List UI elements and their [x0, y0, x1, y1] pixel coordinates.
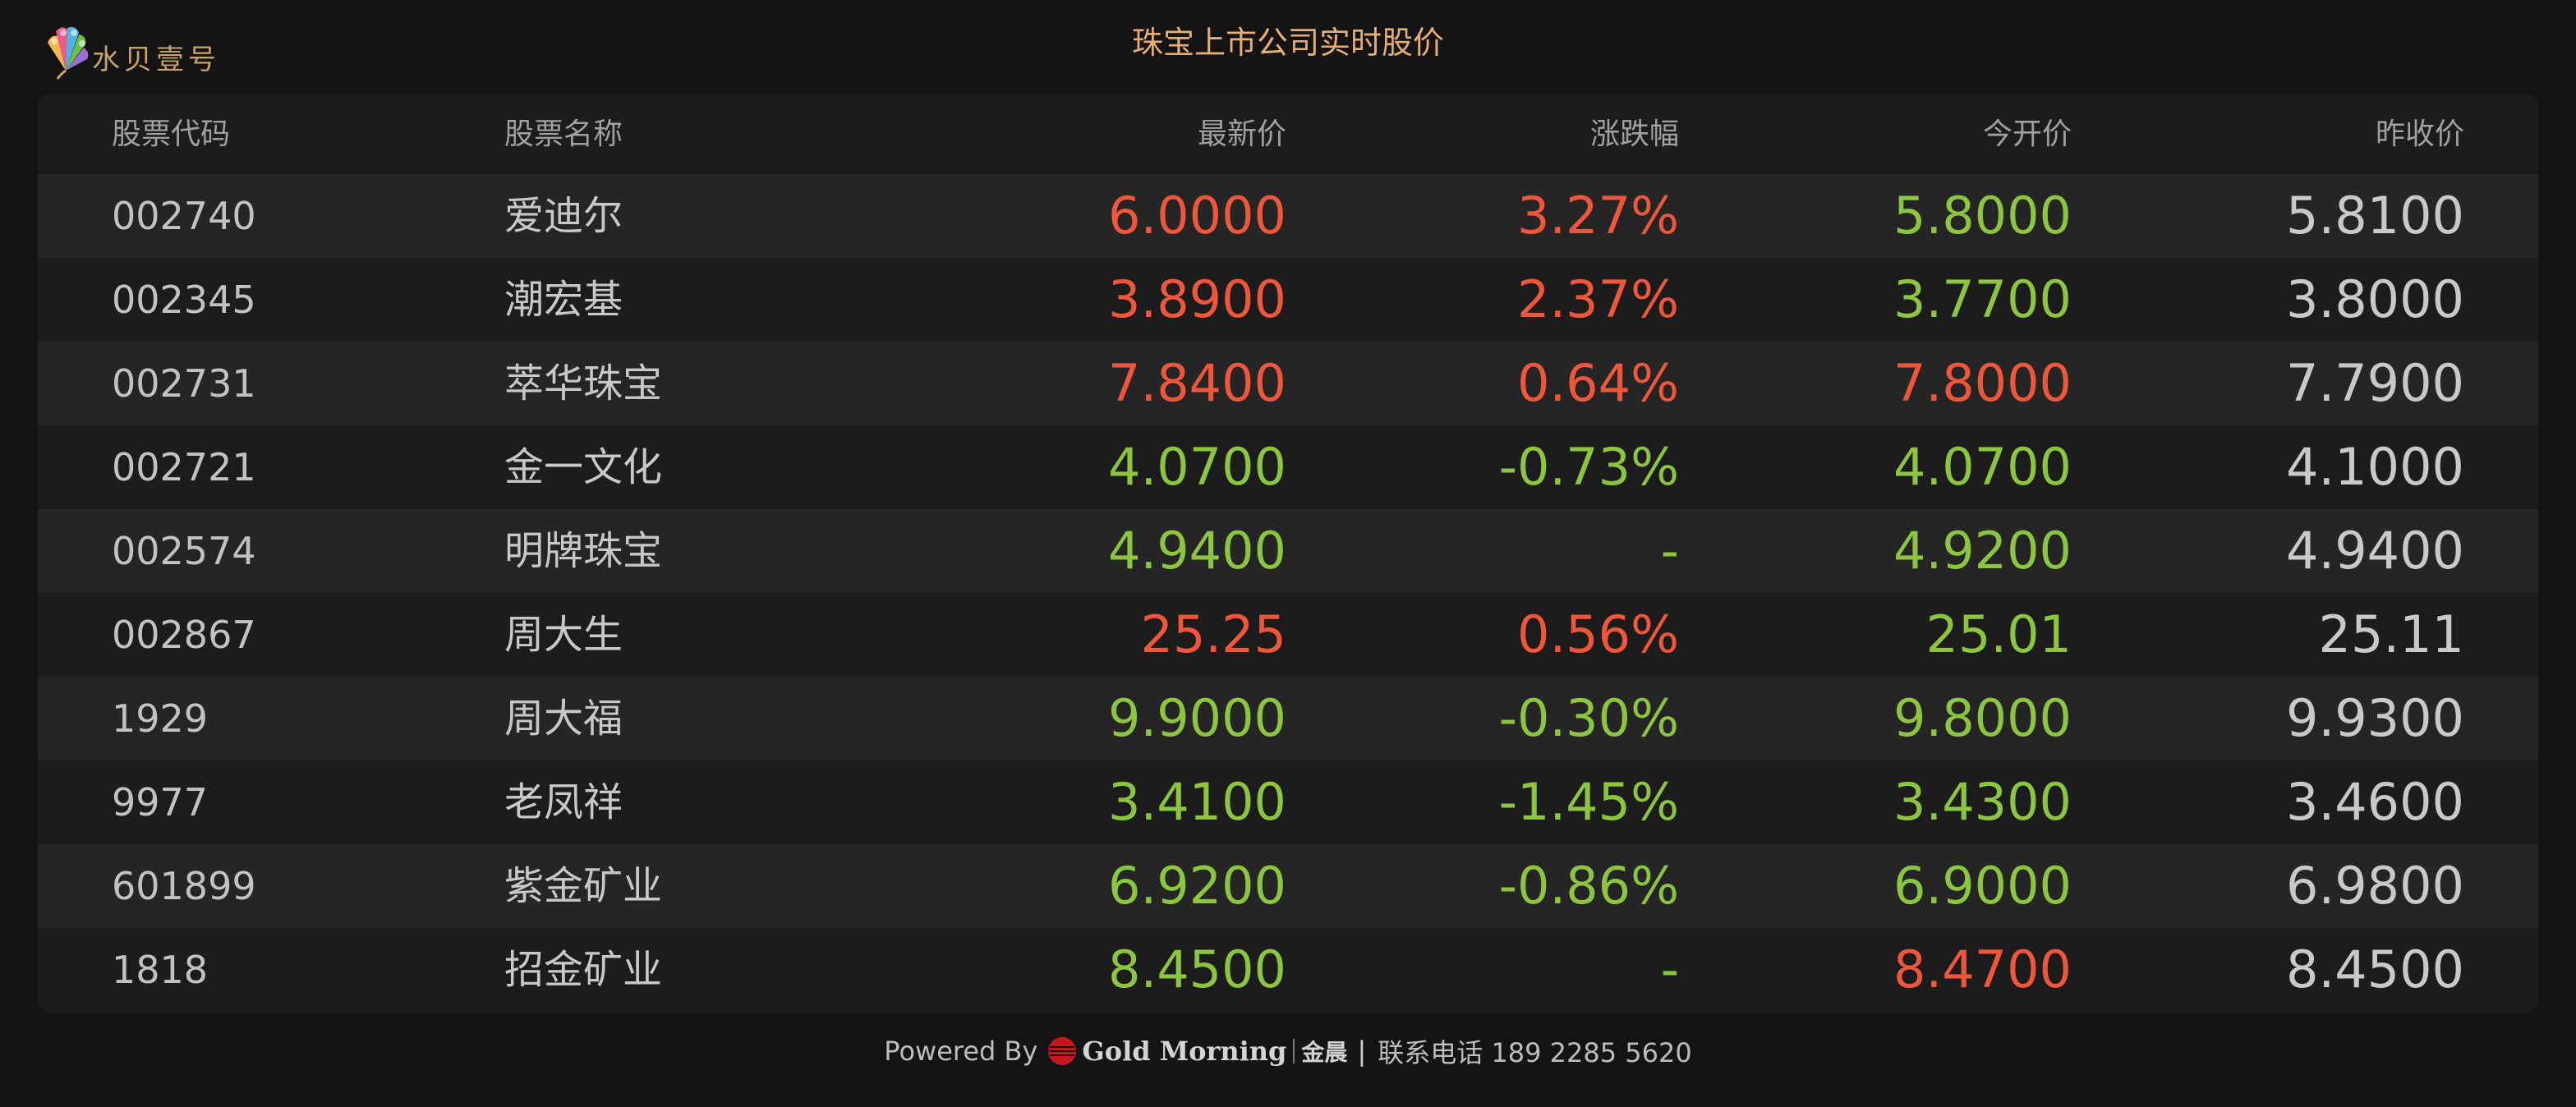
contact-phone: 联系电话 189 2285 5620 [1378, 1037, 1692, 1068]
latest-price: 4.0700 [1108, 437, 1286, 497]
prev-close-price: 3.8000 [2286, 269, 2464, 329]
prev-close-price: 4.9400 [2286, 521, 2464, 581]
latest-price: 9.9000 [1108, 688, 1286, 748]
stock-name: 爱迪尔 [504, 193, 623, 239]
stock-code: 601899 [112, 864, 256, 908]
table-row: 601899 紫金矿业 6.9200 -0.86% 6.9000 6.9800 [38, 844, 2538, 928]
open-price: 6.9000 [1893, 856, 2072, 916]
open-price: 8.4700 [1893, 939, 2072, 999]
latest-price: 6.9200 [1108, 856, 1286, 916]
table-row: 002867 周大生 25.25 0.56% 25.01 25.11 [38, 593, 2538, 677]
header-prev-close: 昨收价 [2375, 117, 2464, 151]
open-price: 3.7700 [1893, 269, 2072, 329]
peacock-fan-icon [48, 26, 89, 80]
stock-code: 002574 [112, 529, 256, 573]
open-price: 9.8000 [1893, 688, 2072, 748]
change-percent: 0.64% [1517, 353, 1679, 413]
stock-name: 周大生 [504, 612, 623, 658]
stock-code: 002731 [112, 361, 256, 406]
header-code: 股票代码 [112, 117, 231, 151]
stock-name: 明牌珠宝 [504, 528, 663, 574]
brand-name-cn: 金晨 [1301, 1039, 1348, 1066]
latest-price: 6.0000 [1108, 186, 1286, 246]
latest-price: 8.4500 [1108, 939, 1286, 999]
open-price: 5.8000 [1893, 186, 2072, 246]
stock-code: 002721 [112, 445, 256, 489]
stock-code: 1818 [112, 948, 209, 992]
stock-name: 潮宏基 [504, 277, 623, 323]
table-row: 1818 招金矿业 8.4500 - 8.4700 8.4500 [38, 928, 2538, 1012]
open-price: 7.8000 [1893, 353, 2072, 413]
table-row: 002345 潮宏基 3.8900 2.37% 3.7700 3.8000 [38, 258, 2538, 342]
stock-name: 老凤祥 [504, 779, 623, 825]
change-percent: 2.37% [1517, 269, 1679, 329]
header-open: 今开价 [1982, 117, 2072, 151]
prev-close-price: 6.9800 [2286, 856, 2464, 916]
brand-divider [1293, 1039, 1295, 1063]
powered-by-text: Powered By [884, 1036, 1038, 1067]
table-header: 股票代码 股票名称 最新价 涨跌幅 今开价 昨收价 [38, 94, 2538, 174]
prev-close-price: 7.7900 [2286, 353, 2464, 413]
stock-name: 招金矿业 [504, 947, 663, 993]
latest-price: 4.9400 [1108, 521, 1286, 581]
prev-close-price: 25.11 [2318, 604, 2465, 664]
stock-code: 002867 [112, 613, 256, 657]
header-change: 涨跌幅 [1589, 117, 1679, 151]
prev-close-price: 5.8100 [2286, 186, 2464, 246]
stock-table: 股票代码 股票名称 最新价 涨跌幅 今开价 昨收价 002740 爱迪尔 6.0… [38, 94, 2538, 1013]
change-percent: -0.73% [1498, 437, 1679, 497]
open-price: 4.0700 [1893, 437, 2072, 497]
header-price: 最新价 [1197, 117, 1286, 151]
change-percent: - [1660, 521, 1679, 581]
change-percent: -1.45% [1498, 772, 1679, 832]
footer-separator: | [1357, 1036, 1367, 1067]
stock-name: 紫金矿业 [504, 863, 663, 909]
change-percent: -0.86% [1498, 856, 1679, 916]
change-percent: -0.30% [1498, 688, 1679, 748]
latest-price: 7.8400 [1108, 353, 1286, 413]
open-price: 3.4300 [1893, 772, 2072, 832]
stock-name: 金一文化 [504, 444, 663, 490]
gold-morning-globe-icon [1048, 1037, 1077, 1065]
change-percent: 3.27% [1517, 186, 1679, 246]
change-percent: 0.56% [1517, 604, 1679, 664]
prev-close-price: 8.4500 [2286, 939, 2464, 999]
open-price: 25.01 [1925, 604, 2072, 664]
prev-close-price: 3.4600 [2286, 772, 2464, 832]
stock-name: 萃华珠宝 [504, 361, 663, 407]
table-row: 9977 老凤祥 3.4100 -1.45% 3.4300 3.4600 [38, 760, 2538, 844]
logo-text: 水贝壹号 [92, 44, 220, 76]
stock-code: 1929 [112, 696, 209, 741]
table-row: 1929 周大福 9.9000 -0.30% 9.8000 9.9300 [38, 677, 2538, 760]
latest-price: 3.8900 [1108, 269, 1286, 329]
table-row: 002721 金一文化 4.0700 -0.73% 4.0700 4.1000 [38, 425, 2538, 509]
prev-close-price: 9.9300 [2286, 688, 2464, 748]
stock-name: 周大福 [504, 696, 623, 742]
open-price: 4.9200 [1893, 521, 2072, 581]
change-percent: - [1660, 939, 1679, 999]
table-row: 002740 爱迪尔 6.0000 3.27% 5.8000 5.8100 [38, 174, 2538, 258]
brand-name: Gold Morning [1082, 1036, 1287, 1067]
latest-price: 25.25 [1140, 604, 1287, 664]
table-row: 002731 萃华珠宝 7.8400 0.64% 7.8000 7.7900 [38, 342, 2538, 425]
table-row: 002574 明牌珠宝 4.9400 - 4.9200 4.9400 [38, 509, 2538, 593]
latest-price: 3.4100 [1108, 772, 1286, 832]
footer: Powered By Gold Morning 金晨 | 联系电话 189 22… [0, 1028, 2576, 1074]
logo: 水贝壹号 [36, 15, 220, 80]
stock-code: 002345 [112, 278, 256, 322]
prev-close-price: 4.1000 [2286, 437, 2464, 497]
page-title: 珠宝上市公司实时股价 [1131, 25, 1444, 61]
header-name: 股票名称 [504, 117, 623, 151]
stock-code: 002740 [112, 194, 256, 238]
stock-code: 9977 [112, 780, 209, 825]
